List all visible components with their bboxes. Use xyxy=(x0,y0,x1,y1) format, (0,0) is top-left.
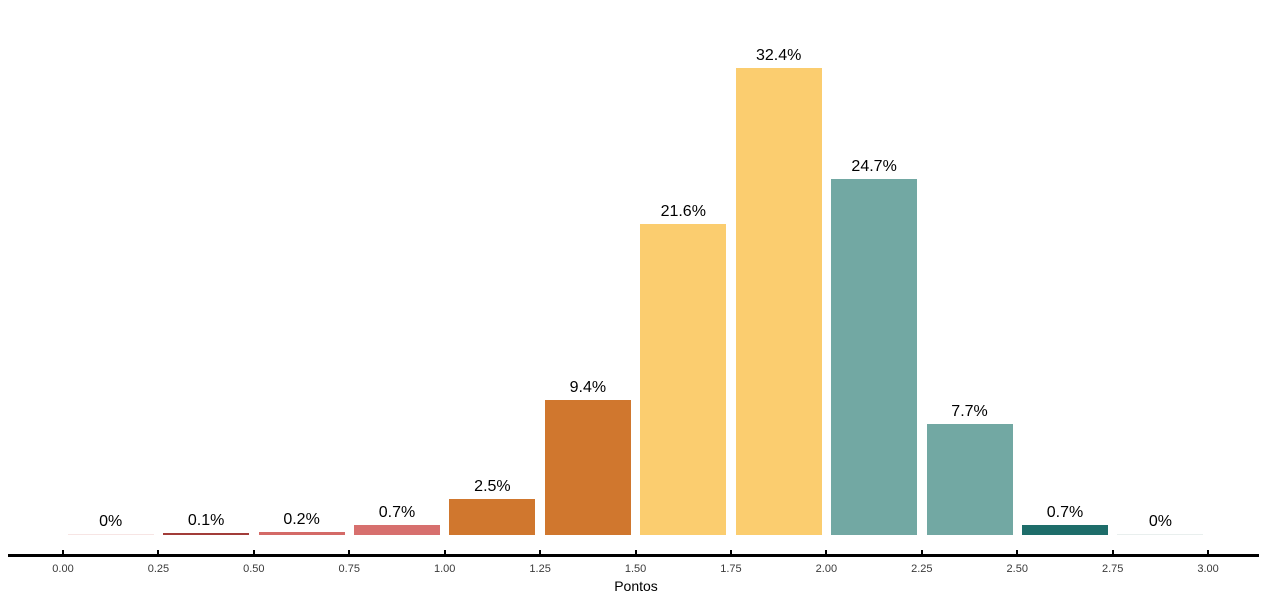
bar-value-label: 0% xyxy=(1148,513,1172,530)
bar-value-label: 32.4% xyxy=(756,47,802,64)
bar-value-label: 0.7% xyxy=(1046,504,1084,521)
x-axis-title: Pontos xyxy=(614,578,658,594)
x-axis-tick-label: 3.00 xyxy=(1197,563,1219,575)
bar-value-label: 0.7% xyxy=(378,504,416,521)
bar xyxy=(735,68,822,535)
x-axis-tick xyxy=(443,550,446,555)
bar-value-label: 2.5% xyxy=(474,478,511,495)
bar xyxy=(1021,525,1108,535)
x-axis-tick xyxy=(252,550,255,555)
bar xyxy=(926,424,1013,535)
bar-value-label: 0% xyxy=(99,513,123,530)
x-axis-tick-label: 0.50 xyxy=(243,563,265,575)
bar xyxy=(258,532,345,535)
x-axis-tick-label: 0.00 xyxy=(52,563,74,575)
x-axis-tick-label: 2.75 xyxy=(1101,563,1124,575)
bar xyxy=(640,224,727,535)
bar xyxy=(353,525,440,535)
x-axis-tick xyxy=(348,550,351,555)
bar-value-label: 0.2% xyxy=(283,511,320,528)
bar xyxy=(1117,534,1204,535)
bar-value-label: 24.7% xyxy=(851,158,897,175)
x-axis-tick xyxy=(825,550,828,555)
x-axis-tick xyxy=(729,550,732,555)
x-axis-tick xyxy=(1207,550,1210,555)
bar xyxy=(67,534,154,535)
x-axis-tick xyxy=(157,550,160,555)
x-axis-tick xyxy=(1016,550,1019,555)
bar-value-label: 0.1% xyxy=(187,512,225,529)
x-axis-tick-label: 1.00 xyxy=(433,563,456,575)
x-axis-tick xyxy=(634,550,637,555)
bar-value-label: 9.4% xyxy=(569,379,607,396)
x-axis-tick xyxy=(539,550,542,555)
x-axis-tick xyxy=(62,550,64,555)
x-axis-tick xyxy=(920,550,923,555)
bar xyxy=(449,499,536,535)
x-axis-tick xyxy=(1111,550,1114,555)
x-axis-tick-label: 1.75 xyxy=(720,563,742,575)
x-axis-tick-label: 0.75 xyxy=(338,563,360,575)
bar xyxy=(831,179,918,535)
bar xyxy=(163,533,250,535)
x-axis-tick-label: 2.50 xyxy=(1006,563,1028,575)
x-axis-tick-label: 0.25 xyxy=(147,563,170,575)
bar xyxy=(544,400,631,535)
bar-value-label: 21.6% xyxy=(660,203,706,220)
x-axis-tick-label: 2.25 xyxy=(911,563,933,575)
bar-value-label: 7.7% xyxy=(951,403,988,420)
x-axis-tick-label: 2.00 xyxy=(815,563,838,575)
x-axis-tick-label: 1.25 xyxy=(529,563,551,575)
x-axis-line xyxy=(8,554,1259,557)
x-axis-tick-label: 1.50 xyxy=(624,563,647,575)
